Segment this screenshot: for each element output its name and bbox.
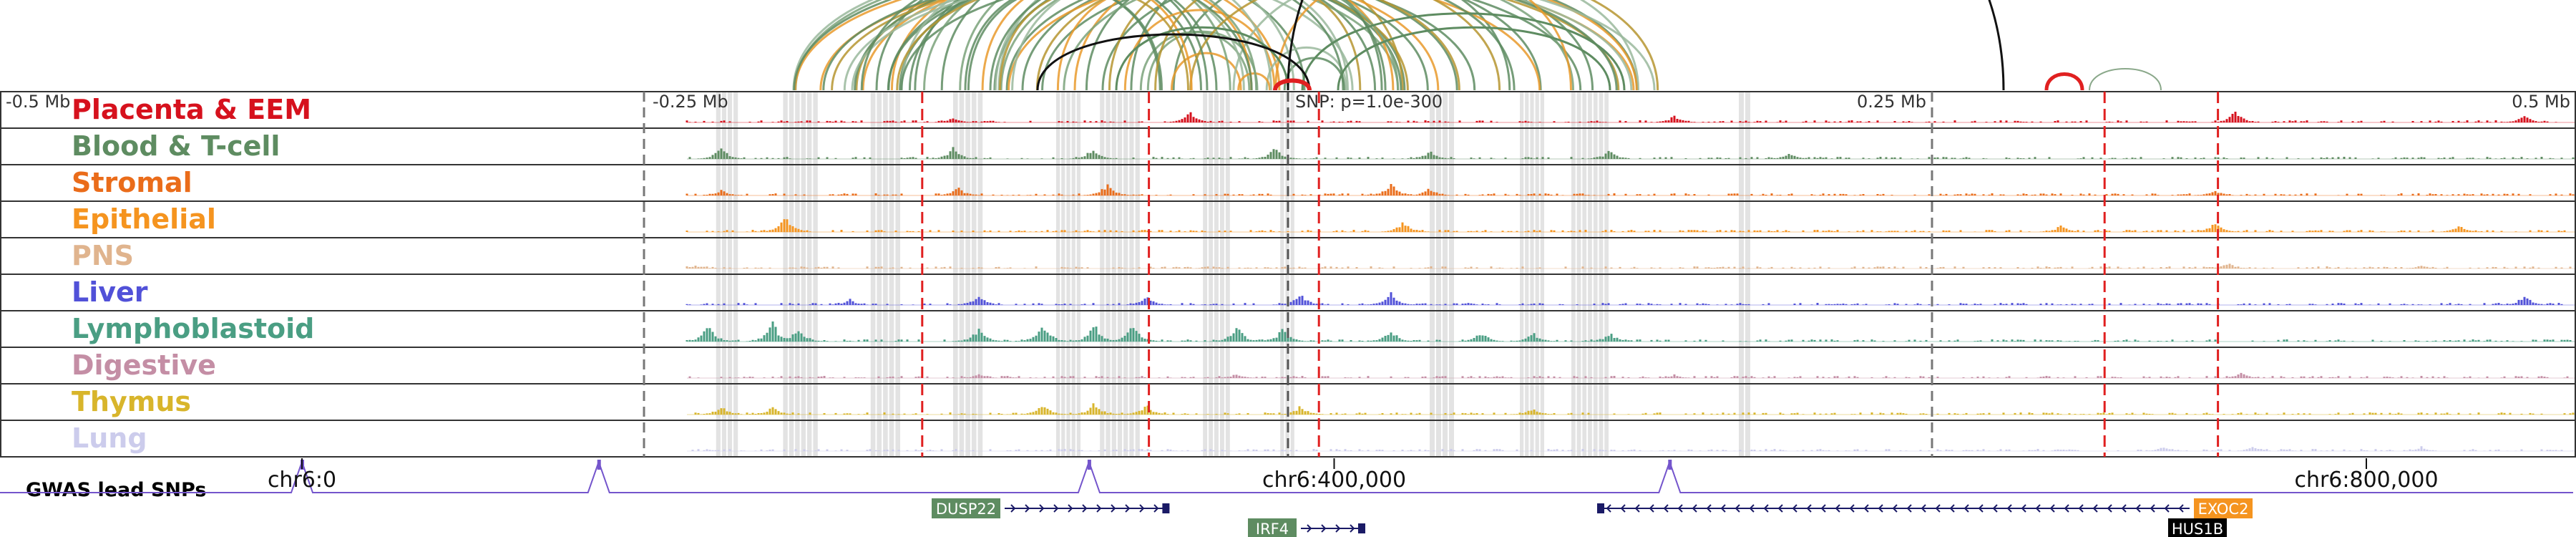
chromosome-coordinate-label: chr6:400,000	[1262, 468, 1406, 493]
interaction-arc	[1005, 0, 1542, 91]
track-signal	[686, 184, 2575, 195]
interaction-arc	[1154, 0, 1362, 91]
gene-exon	[1162, 503, 1170, 513]
interaction-arc	[896, 0, 1460, 91]
gene-annotation-track: DUSP22 IRF4 EXOC2 HUS1B	[932, 498, 2253, 537]
axis-labels: SNP: p=1.0e-300 -0.5 Mb -0.25 Mb 0.25 Mb 0.…	[6, 92, 2570, 112]
interaction-arc	[794, 0, 1541, 91]
gene-label-box	[2168, 518, 2227, 537]
interaction-arc	[989, 0, 1345, 91]
track-label: Blood & T-cell	[72, 130, 280, 162]
relative-position-label: 0.25 Mb	[1857, 92, 1926, 112]
track-label: Stromal	[72, 167, 192, 198]
track-signal	[691, 446, 2575, 451]
track-label: Placenta & EEM	[72, 94, 311, 125]
interaction-arc-highlight	[1036, 33, 1311, 91]
interaction-arc	[1008, 0, 1638, 91]
gene-label: HUS1B	[2172, 521, 2223, 537]
track-label: Liver	[72, 276, 148, 308]
gene-label: EXOC2	[2198, 500, 2249, 518]
interaction-arc	[822, 0, 1582, 91]
interaction-arc	[831, 0, 1620, 91]
gene-strand-arrows	[1606, 504, 2184, 513]
track-signal	[694, 403, 2575, 415]
interaction-arc	[1011, 0, 1349, 91]
interaction-arc	[1170, 52, 1242, 91]
track-signal	[686, 292, 2563, 305]
track-label: Thymus	[72, 386, 191, 417]
gene-label: IRF4	[1256, 521, 1289, 537]
gwas-snp-marker	[597, 460, 601, 470]
interaction-arc	[860, 0, 1253, 91]
chromosome-coordinate-label: chr6:0	[268, 468, 336, 493]
interaction-arc	[1232, 0, 1640, 91]
interaction-arc	[997, 0, 1272, 91]
interaction-arc	[1108, 0, 1404, 91]
interaction-arc-highlight	[1273, 78, 1312, 91]
track-label: Digestive	[72, 349, 216, 381]
interaction-arc	[998, 0, 1189, 91]
interaction-arc	[1337, 26, 1611, 91]
relative-position-label: 0.5 Mb	[2512, 92, 2570, 112]
interaction-arc	[862, 0, 1440, 91]
track-label: Lymphoblastoid	[72, 313, 314, 344]
interaction-arc	[843, 0, 1633, 91]
gene-label-box	[1248, 518, 1297, 537]
track-label: Epithelial	[72, 203, 216, 235]
track-signal	[688, 147, 2575, 159]
interaction-arc	[1301, 12, 1626, 91]
track-signal	[686, 321, 2572, 342]
gene-strand-arrows	[1307, 524, 1355, 533]
relative-position-label: -0.5 Mb	[6, 92, 70, 112]
gwas-track-label: GWAS lead SNPs	[26, 479, 206, 501]
interaction-arc	[1085, 0, 1387, 91]
gene-label: DUSP22	[936, 500, 996, 518]
track-signal	[688, 372, 2569, 378]
interaction-arc	[793, 0, 1476, 91]
interaction-arc	[1101, 0, 1594, 91]
relative-position-label: -0.25 Mb	[653, 92, 728, 112]
gwas-snp-marker	[1087, 460, 1091, 470]
marker-lines	[643, 92, 2220, 457]
gwas-snp-marker	[1668, 460, 1672, 470]
interaction-arc	[1146, 30, 1259, 91]
track-signal	[686, 219, 2566, 232]
interaction-arc	[794, 0, 1400, 91]
interaction-arc	[923, 0, 1258, 91]
track-label: Lung	[72, 422, 147, 454]
interaction-arc	[1274, 0, 1572, 91]
interaction-arc	[1063, 0, 1574, 91]
gene-strand-arrows	[1010, 504, 1159, 513]
interaction-arc	[2089, 68, 2162, 91]
chromosome-coordinate-label: chr6:800,000	[2294, 468, 2438, 493]
interaction-arc	[1115, 26, 1289, 91]
gwas-track: GWAS lead SNPs chr6:0 chr6:400,000 chr6:80…	[0, 458, 2573, 501]
interaction-arc	[994, 0, 1295, 91]
interaction-arc	[981, 0, 1193, 91]
interaction-arc	[1000, 0, 1400, 91]
interaction-arc	[792, 0, 1354, 91]
interaction-arc	[967, 0, 1163, 91]
gene-exon	[1597, 503, 1604, 513]
track-signal	[686, 112, 2557, 122]
interaction-arc	[854, 0, 1429, 91]
interaction-arc	[908, 0, 1306, 91]
chromatin-interaction-arcs	[792, 0, 2162, 91]
snp-label: SNP: p=1.0e-300	[1295, 92, 1443, 112]
interaction-arc	[1041, 0, 1639, 91]
gene-label-box	[932, 498, 1000, 518]
gene-label-box	[2194, 498, 2253, 518]
track-label: PNS	[72, 240, 134, 271]
gene-exon	[1358, 523, 1365, 533]
interaction-arc	[900, 0, 1245, 91]
interaction-arc-highlight	[2044, 72, 2084, 91]
interaction-arc	[851, 0, 1656, 91]
